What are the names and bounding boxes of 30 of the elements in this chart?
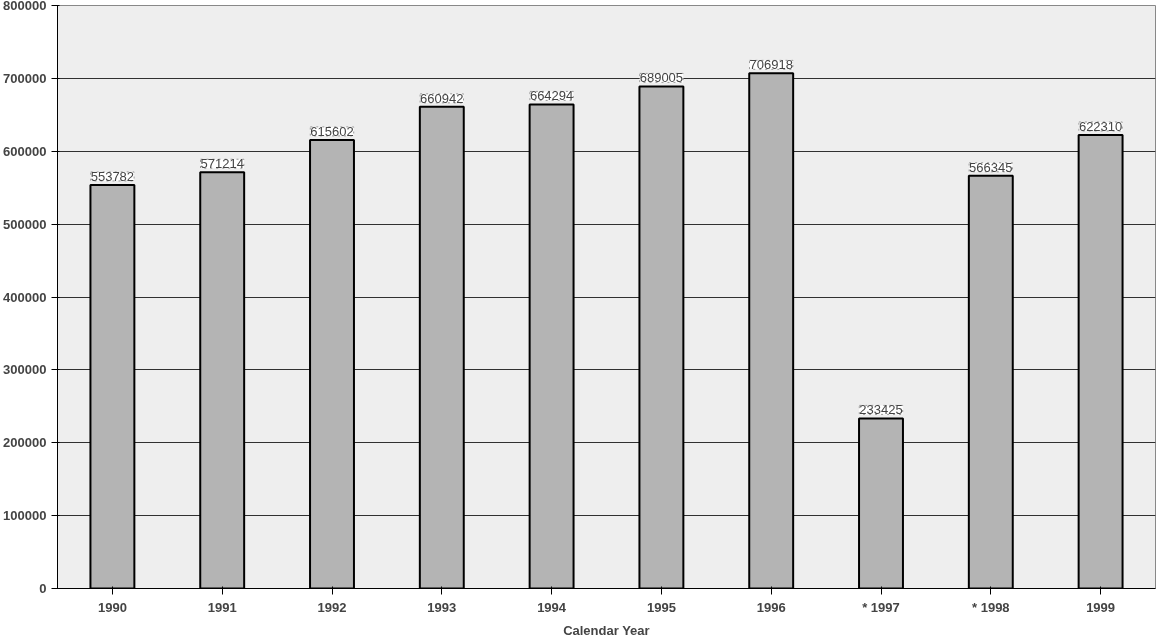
data-label: 660942	[420, 90, 464, 106]
y-tick-label: 700000	[3, 70, 47, 86]
data-label: 553782	[90, 168, 135, 184]
data-label: 571214	[200, 156, 244, 172]
x-tick-label: 1990	[97, 599, 127, 615]
data-label: 706918	[749, 57, 793, 73]
y-tick-label: 100000	[3, 508, 47, 524]
x-tick-label: * 1998	[972, 599, 1010, 615]
x-tick-label: * 1997	[862, 599, 900, 615]
x-tick-label: 1995	[646, 599, 676, 615]
x-tick-label: 1999	[1086, 599, 1116, 615]
x-tick-label: 1994	[537, 599, 567, 615]
data-label: 689005	[639, 70, 684, 86]
y-tick-label: 200000	[3, 435, 47, 451]
data-label: 566345	[969, 159, 1013, 175]
data-label: 233425	[859, 402, 903, 418]
y-tick-label: 800000	[3, 0, 47, 13]
y-tick-label: 0	[39, 581, 47, 596]
y-tick-label: 300000	[3, 362, 47, 378]
x-axis-title: Calendar Year	[563, 622, 650, 638]
data-label: 622310	[1078, 118, 1123, 134]
x-tick-label: 1991	[207, 599, 237, 615]
x-tick-label: 1992	[317, 599, 347, 615]
data-label: 615602	[310, 123, 354, 139]
data-label: 664294	[529, 88, 574, 104]
y-tick-label: 400000	[3, 289, 47, 305]
y-tick-label: 500000	[3, 216, 47, 232]
y-tick-label: 600000	[3, 143, 47, 159]
x-tick-label: 1996	[756, 599, 786, 615]
x-tick-label: 1993	[427, 599, 457, 615]
